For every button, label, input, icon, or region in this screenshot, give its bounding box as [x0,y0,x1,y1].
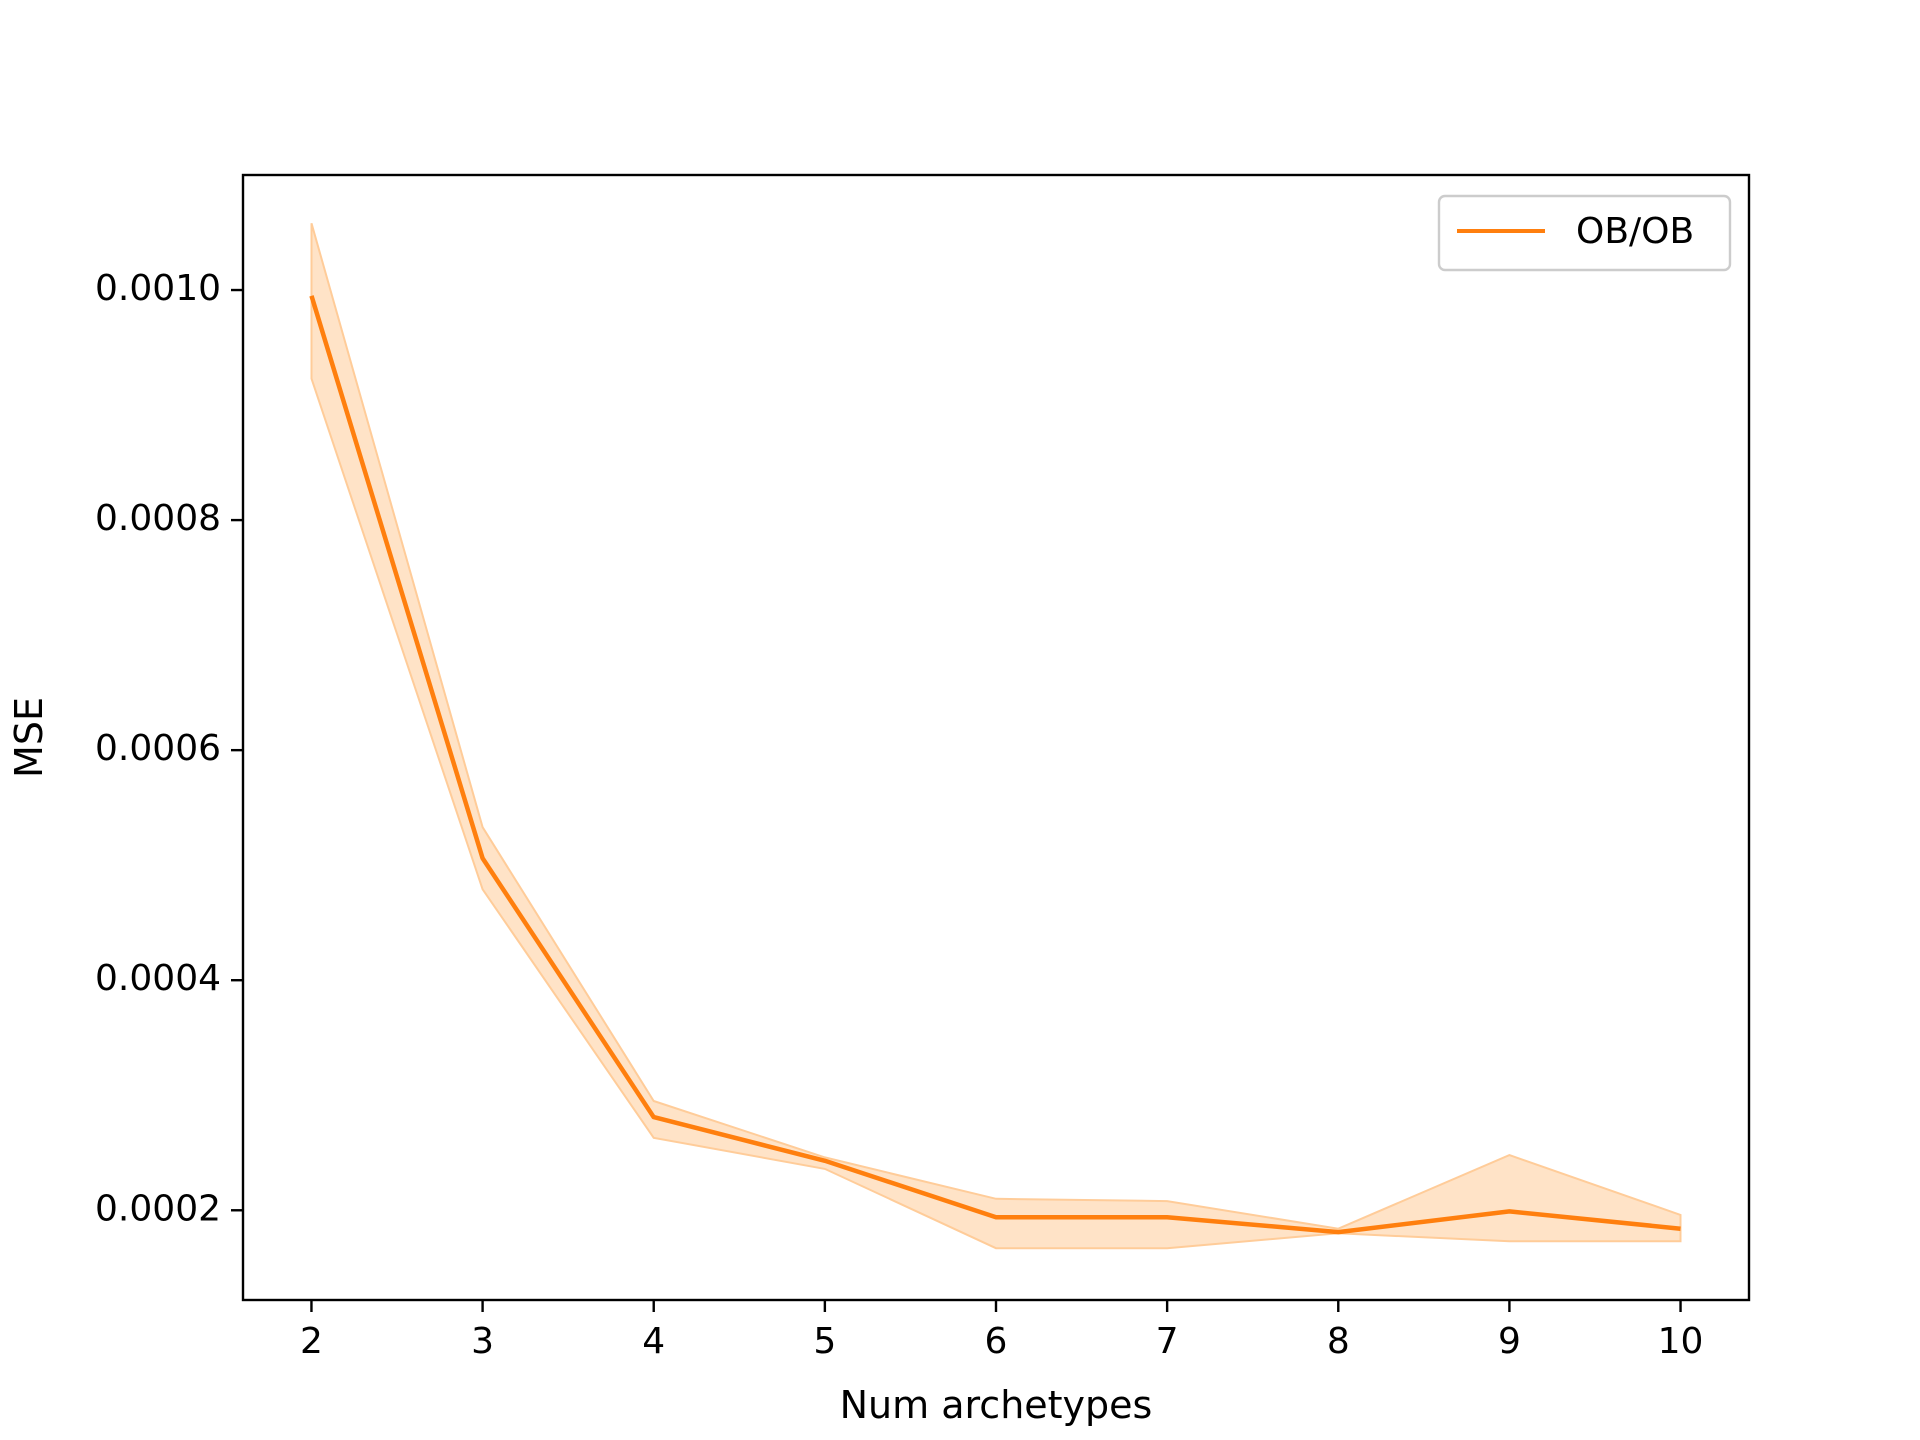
x-tick-label: 6 [985,1321,1008,1362]
y-tick-label: 0.0010 [95,268,221,309]
y-tick-label: 0.0004 [95,958,221,999]
legend: OB/OB [1437,194,1732,272]
legend-entry-label: OB/OB [1576,211,1694,252]
y-tick-label: 0.0006 [95,728,221,769]
x-tick-label: 2 [300,1321,323,1362]
x-tick-label: 9 [1498,1321,1521,1362]
legend-box [1437,194,1732,272]
x-tick-label: 7 [1156,1321,1179,1362]
y-tick-label: 0.0008 [95,498,221,539]
confidence-band-0 [310,223,1682,1250]
x-tick-label: 3 [471,1321,494,1362]
x-tick-label: 10 [1658,1321,1704,1362]
y-axis-ticks: 0.0002 0.0004 0.0006 0.0008 0.0010 [95,268,243,1229]
y-axis-label: MSE [7,697,51,778]
x-axis-label: Num archetypes [840,1383,1153,1427]
series-line-0 [309,295,1681,1235]
series-line-layer [309,295,1681,1235]
x-tick-label: 5 [813,1321,836,1362]
x-tick-label: 8 [1327,1321,1350,1362]
x-tick-label: 4 [642,1321,665,1362]
x-axis-ticks: 2 3 4 5 6 7 8 9 10 [300,1300,1703,1362]
y-tick-label: 0.0002 [95,1188,221,1229]
confidence-band-layer [310,223,1682,1250]
